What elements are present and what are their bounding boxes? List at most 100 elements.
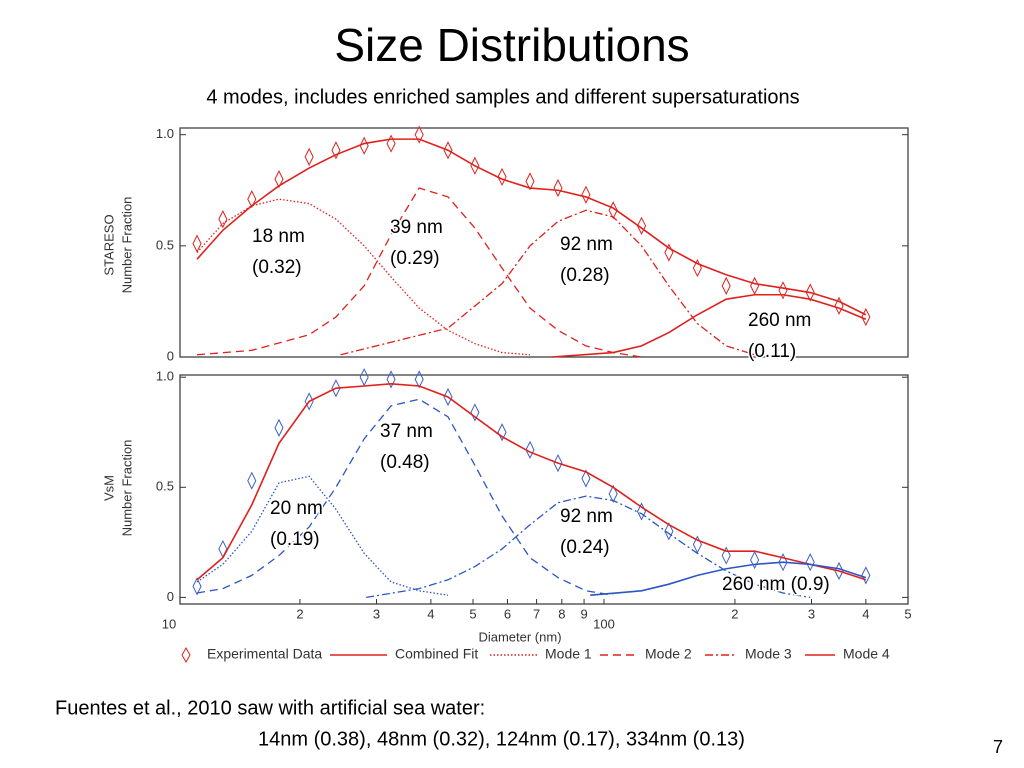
y-tick-label: 0.5 xyxy=(156,479,174,494)
fit-line xyxy=(552,293,867,358)
annotation: (0.29) xyxy=(390,248,440,269)
data-point xyxy=(581,185,591,204)
footnote-line: 14nm (0.38), 48nm (0.32), 124nm (0.17), … xyxy=(258,728,745,750)
y-tick-label: 1.0 xyxy=(156,369,174,384)
x-tick-label: 10 xyxy=(162,616,176,631)
fit-line xyxy=(196,398,614,596)
plot-frame xyxy=(179,127,909,358)
annotation: 260 nm xyxy=(748,310,811,331)
legend-label: Combined Fit xyxy=(395,646,478,662)
x-tick-label: 2 xyxy=(731,606,738,621)
y-tick-label: 1.0 xyxy=(156,126,174,141)
legend-marker xyxy=(181,646,191,664)
x-tick-label: 8 xyxy=(558,606,565,621)
legend-label: Mode 1 xyxy=(545,646,592,662)
data-point xyxy=(525,440,535,459)
y-tick-label: 0 xyxy=(167,348,174,363)
x-tick-label: 7 xyxy=(533,606,540,621)
data-point xyxy=(386,370,396,389)
data-point xyxy=(304,392,314,411)
data-point xyxy=(218,210,228,229)
y-axis-label: VsM xyxy=(101,475,116,501)
data-point xyxy=(414,370,424,389)
data-point xyxy=(247,471,257,490)
annotation: 260 nm (0.9) xyxy=(722,574,830,595)
annotation: 20 nm xyxy=(270,498,323,519)
x-tick-label: 4 xyxy=(427,606,434,621)
data-point xyxy=(553,178,563,198)
annotation: (0.48) xyxy=(380,452,430,473)
data-point xyxy=(443,141,453,160)
data-point xyxy=(414,125,424,144)
data-point xyxy=(805,283,815,302)
y-tick-label: 0 xyxy=(167,589,174,604)
data-point xyxy=(274,170,284,189)
subtitle: 4 modes, includes enriched samples and d… xyxy=(206,86,799,108)
x-tick-label: 9 xyxy=(580,606,587,621)
fit-line xyxy=(340,209,755,356)
footnote-line: Fuentes et al., 2010 saw with artificial… xyxy=(55,697,485,719)
x-tick-label: 6 xyxy=(504,606,511,621)
data-point xyxy=(608,484,618,504)
data-point xyxy=(359,368,369,387)
legend-label: Mode 3 xyxy=(745,646,792,662)
data-point xyxy=(331,379,341,398)
page-number: 7 xyxy=(993,737,1003,757)
data-point xyxy=(525,172,535,191)
data-point xyxy=(664,522,674,541)
fit-line xyxy=(196,187,642,358)
data-point xyxy=(497,423,507,442)
x-tick-label: 3 xyxy=(808,606,815,621)
data-point xyxy=(721,276,731,295)
data-point xyxy=(386,134,396,153)
plot-frame xyxy=(179,374,909,605)
data-point xyxy=(553,453,563,473)
y-axis-label: STARESO xyxy=(101,214,116,275)
data-point xyxy=(304,147,314,167)
fit-line xyxy=(590,561,867,596)
annotation: (0.19) xyxy=(270,529,320,550)
data-point xyxy=(805,553,815,572)
data-point xyxy=(192,577,202,596)
data-point xyxy=(581,469,591,488)
x-tick-label: 4 xyxy=(862,606,869,621)
annotation: (0.11) xyxy=(748,341,796,362)
fit-line xyxy=(366,495,811,599)
annotation: (0.32) xyxy=(252,257,302,278)
data-point xyxy=(274,418,284,437)
data-point xyxy=(721,546,731,565)
x-tick-label: 5 xyxy=(469,606,476,621)
annotation: 39 nm xyxy=(390,217,443,238)
data-point xyxy=(778,553,788,572)
data-point xyxy=(331,141,341,160)
y-axis-label: Number Fraction xyxy=(119,440,134,537)
data-point xyxy=(497,167,507,187)
x-tick-label: 3 xyxy=(373,606,380,621)
fit-line xyxy=(196,475,449,596)
y-tick-label: 0.5 xyxy=(156,237,174,252)
legend-label: Mode 4 xyxy=(843,646,890,662)
data-point xyxy=(470,156,480,175)
x-tick-label: 100 xyxy=(593,616,615,631)
fit-line xyxy=(196,198,531,356)
annotation: (0.28) xyxy=(560,265,610,286)
legend-label: Experimental Data xyxy=(207,646,322,662)
legend-label: Mode 2 xyxy=(645,646,692,662)
y-axis-label: Number Fraction xyxy=(119,197,134,294)
annotation: 92 nm xyxy=(560,506,613,527)
data-point xyxy=(750,550,760,570)
data-point xyxy=(443,387,453,407)
data-point xyxy=(470,403,480,422)
slide-title: Size Distributions xyxy=(334,19,689,71)
x-axis-label: Diameter (nm) xyxy=(478,629,561,644)
x-tick-label: 2 xyxy=(296,606,303,621)
data-point xyxy=(247,190,257,209)
fit-line xyxy=(196,138,867,316)
annotation: 92 nm xyxy=(560,234,613,255)
fit-line xyxy=(196,383,867,581)
annotation: 37 nm xyxy=(380,421,433,442)
annotation: 18 nm xyxy=(252,226,305,247)
annotation: (0.24) xyxy=(560,537,610,558)
data-point xyxy=(861,566,871,585)
